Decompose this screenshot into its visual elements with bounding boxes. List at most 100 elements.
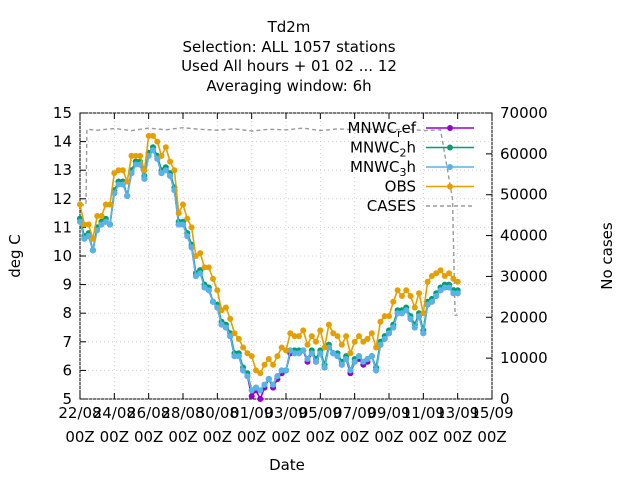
point-mnwc_3h-42 — [257, 387, 264, 394]
point-obs-54 — [308, 333, 315, 340]
point-obs-49 — [287, 330, 294, 337]
point-mnwc_3h-86 — [446, 284, 453, 291]
point-mnwc_3h-25 — [184, 233, 191, 239]
point-mnwc_3h-81 — [424, 301, 431, 308]
y2-tick-label-2: 20000 — [500, 308, 548, 326]
legend-label-mnwc_3h: MNWC3h — [350, 158, 416, 179]
x-tick-label-date-1: 24/08 — [93, 404, 136, 422]
point-obs-10 — [119, 167, 126, 174]
point-mnwc_3h-29 — [201, 284, 208, 291]
x-tick-label-date-11: 13/09 — [436, 404, 479, 422]
point-mnwc_3h-59 — [330, 350, 337, 357]
point-mnwc_3h-76 — [403, 307, 410, 314]
y-axis-label: deg C — [6, 234, 24, 278]
point-mnwc_3h-85 — [441, 284, 448, 291]
point-obs-68 — [368, 330, 375, 337]
point-obs-0 — [77, 201, 83, 208]
point-mnwc_3h-19 — [158, 170, 165, 177]
point-mnwc_3h-24 — [180, 221, 186, 228]
point-obs-25 — [184, 215, 191, 222]
y-tick-label-2: 7 — [62, 333, 72, 351]
point-mnwc_3h-21 — [167, 172, 174, 179]
point-obs-57 — [321, 344, 328, 351]
point-mnwc_3h-13 — [132, 161, 139, 168]
point-mnwc_3h-52 — [300, 347, 307, 354]
x-tick-label-hour-0: 00Z — [65, 428, 94, 446]
point-mnwc_3h-10 — [119, 181, 126, 188]
point-obs-30 — [205, 264, 212, 271]
point-mnwc_3h-73 — [390, 324, 397, 331]
point-obs-82 — [428, 273, 435, 279]
point-obs-1 — [81, 221, 88, 228]
point-mnwc_3h-46 — [274, 373, 281, 380]
point-mnwc_3h-11 — [124, 192, 131, 199]
point-obs-6 — [102, 201, 109, 208]
point-obs-87 — [450, 275, 457, 282]
point-mnwc_3h-67 — [364, 356, 371, 362]
point-obs-46 — [274, 353, 281, 360]
point-mnwc_3h-4 — [94, 227, 101, 234]
point-obs-32 — [214, 287, 221, 294]
point-obs-34 — [222, 304, 229, 311]
y-tick-label-1: 6 — [62, 361, 72, 379]
point-obs-35 — [227, 315, 234, 322]
point-obs-37 — [235, 335, 242, 342]
legend-marker-mnwc_2h — [447, 144, 453, 151]
point-obs-21 — [167, 158, 174, 165]
y-tick-label-3: 8 — [62, 304, 72, 322]
point-mnwc_3h-72 — [386, 330, 392, 337]
point-obs-16 — [145, 132, 152, 139]
legend-marker-mnwc_ref — [447, 125, 453, 131]
point-mnwc_3h-56 — [317, 350, 324, 357]
point-obs-15 — [141, 167, 148, 174]
x-tick-label-hour-3: 00Z — [168, 428, 197, 446]
point-mnwc_3h-68 — [368, 353, 375, 360]
point-mnwc_3h-65 — [356, 353, 362, 360]
point-mnwc_3h-5 — [98, 221, 105, 228]
x-tick-label-hour-12: 00Z — [477, 428, 506, 446]
point-mnwc_3h-8 — [111, 190, 118, 197]
x-tick-label-date-12: 15/09 — [470, 404, 513, 422]
point-mnwc_3h-2 — [85, 233, 92, 239]
point-obs-45 — [270, 361, 277, 368]
x-tick-label-date-3: 28/08 — [161, 404, 204, 422]
x-tick-label-date-5: 01/09 — [230, 404, 273, 422]
point-mnwc_3h-63 — [347, 367, 354, 374]
point-obs-61 — [338, 341, 345, 348]
x-tick-label-date-4: 30/08 — [196, 404, 239, 422]
point-obs-5 — [98, 213, 105, 219]
point-obs-23 — [175, 210, 182, 217]
point-obs-3 — [89, 235, 96, 242]
x-tick-label-date-8: 07/09 — [333, 404, 376, 422]
point-mnwc_3h-88 — [454, 290, 461, 297]
y2-tick-label-7: 70000 — [500, 104, 548, 122]
point-obs-9 — [115, 167, 122, 174]
point-mnwc_3h-69 — [373, 367, 380, 374]
point-obs-56 — [317, 327, 324, 334]
point-obs-33 — [218, 307, 225, 314]
point-obs-31 — [210, 275, 216, 282]
point-obs-36 — [231, 330, 238, 337]
point-mnwc_3h-28 — [197, 270, 204, 277]
point-obs-79 — [416, 290, 422, 297]
point-mnwc_3h-3 — [89, 247, 96, 254]
point-mnwc_3h-49 — [287, 347, 294, 354]
point-mnwc_3h-36 — [231, 353, 238, 360]
point-obs-8 — [111, 170, 118, 177]
point-obs-53 — [304, 341, 311, 348]
point-mnwc_3h-60 — [334, 353, 341, 360]
point-mnwc_3h-15 — [141, 175, 148, 182]
title-line-1: Td2m — [267, 18, 311, 36]
point-obs-4 — [94, 213, 101, 219]
legend-marker-mnwc_3h — [447, 164, 453, 170]
point-obs-78 — [411, 304, 418, 311]
y2-axis-label: No cases — [598, 222, 616, 290]
x-tick-label-hour-4: 00Z — [203, 428, 232, 446]
point-mnwc_3h-43 — [261, 381, 268, 388]
point-obs-51 — [295, 333, 302, 340]
point-mnwc_3h-62 — [343, 356, 350, 362]
point-mnwc_3h-48 — [283, 367, 289, 374]
point-mnwc_3h-54 — [308, 350, 315, 357]
point-obs-76 — [403, 287, 410, 294]
